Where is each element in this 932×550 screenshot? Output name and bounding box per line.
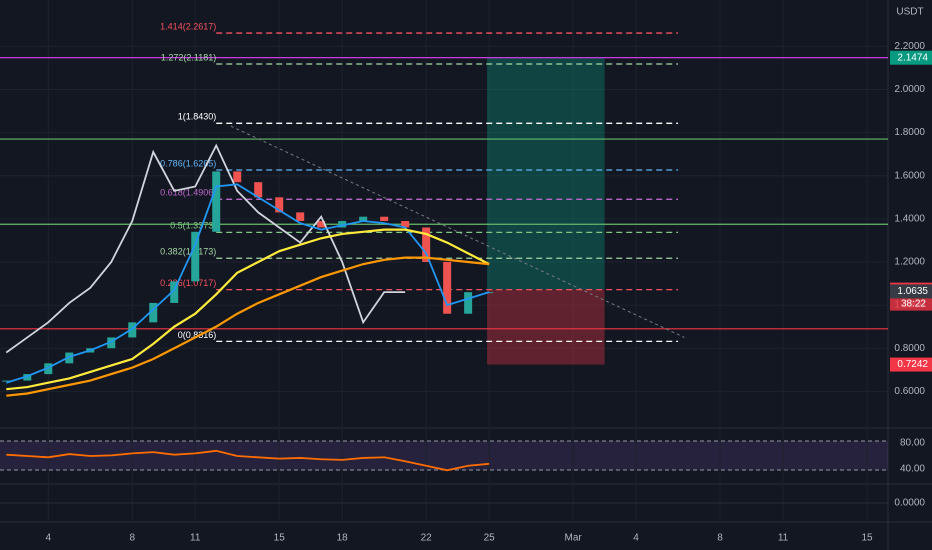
rsi-tick-label: 80.00	[900, 438, 925, 449]
candle	[422, 227, 431, 262]
y-tick-label: 1.8000	[894, 127, 925, 138]
y-tick-label: 0.8000	[894, 343, 925, 354]
fib-label: 0.618(1.4906)	[160, 188, 216, 198]
candle	[296, 212, 305, 222]
candle	[23, 374, 32, 381]
x-tick-label: 11	[190, 533, 201, 544]
stop-zone	[487, 289, 605, 365]
price-badge	[890, 284, 932, 299]
candle	[212, 171, 221, 232]
rsi-line	[6, 449, 490, 472]
target-zone	[487, 57, 605, 290]
candle	[338, 221, 347, 228]
candle	[380, 216, 389, 222]
currency: USDT	[896, 7, 923, 18]
y-tick-label: 1.4000	[894, 213, 925, 224]
price-badge	[890, 50, 932, 65]
indicator-line	[6, 183, 490, 384]
indicator-line	[6, 228, 490, 391]
x-tick-label: 22	[421, 533, 433, 544]
indicator-line	[5, 143, 406, 354]
candle	[359, 216, 368, 222]
x-tick-label: 4	[633, 533, 639, 544]
fib-label: 0(0.8316)	[178, 330, 217, 340]
fib-label: 1.414(2.2617)	[160, 21, 216, 31]
x-tick-label: 8	[129, 533, 135, 544]
candle	[317, 221, 326, 228]
candle	[2, 380, 11, 382]
candle	[464, 292, 473, 314]
candle	[275, 197, 284, 213]
trend-line	[230, 125, 685, 338]
x-tick-label: 15	[861, 533, 873, 544]
x-tick-label: 18	[337, 533, 349, 544]
x-tick-label: Mar	[564, 533, 582, 544]
y-tick-label: 1.6000	[894, 170, 925, 181]
y-tick-label: 1.2000	[894, 257, 925, 268]
countdown-badge	[890, 296, 932, 311]
x-tick-label: 15	[274, 533, 286, 544]
fib-label: 0.5(1.3373)	[170, 221, 216, 231]
candle	[191, 231, 200, 282]
candle	[401, 221, 410, 228]
x-tick-label: 8	[717, 533, 723, 544]
fib-label: 1(1.8430)	[178, 112, 217, 122]
candle	[170, 281, 179, 303]
fib-label: 0.236(1.0717)	[160, 278, 216, 288]
rsi-tick-label: 40.00	[900, 464, 925, 475]
rsi-band	[0, 441, 888, 470]
fib-label: 0.786(1.6265)	[160, 158, 216, 168]
candle	[254, 182, 263, 198]
candle	[233, 171, 242, 183]
countdown: 38:22	[901, 298, 926, 309]
x-tick-label: 11	[778, 533, 789, 544]
candle	[443, 261, 452, 314]
price-badge-label: 1.0635	[897, 286, 928, 297]
fib-label: 1.272(2.1181)	[161, 52, 216, 62]
candle	[149, 302, 158, 323]
price-badge	[890, 357, 932, 372]
x-tick-label: 4	[46, 533, 52, 544]
y-tick-label: 0.6000	[894, 386, 925, 397]
candle	[107, 337, 116, 349]
candle	[44, 363, 53, 375]
price-badge-label: 2.1474	[897, 52, 928, 63]
y-tick-label: 2.0000	[894, 84, 925, 95]
price-badge-label: 0.7242	[897, 359, 928, 370]
fib-label: 0.382(1.2173)	[160, 247, 216, 257]
candle	[128, 322, 137, 338]
candle	[65, 352, 74, 364]
y-tick-label: 2.2000	[894, 41, 925, 52]
macd-tick-label: 0.0000	[894, 498, 925, 509]
x-tick-label: 25	[484, 533, 496, 544]
indicator-line	[6, 256, 490, 397]
